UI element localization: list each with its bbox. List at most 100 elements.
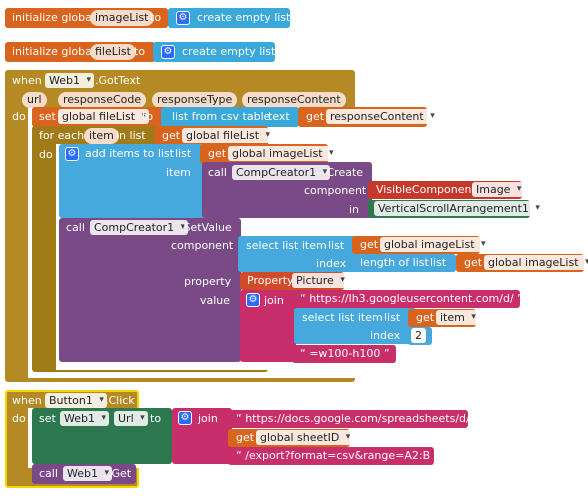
compcreator-dropdown[interactable]: CompCreator1 bbox=[232, 165, 331, 180]
list-label: list bbox=[384, 311, 401, 324]
get-label: get bbox=[208, 147, 227, 160]
web-dropdown[interactable]: Web1 bbox=[63, 466, 112, 481]
do-label: do bbox=[12, 412, 26, 425]
string-export: “ /export?format=csv&range=A2:B ” bbox=[236, 449, 440, 462]
gear-icon[interactable]: ⚙ bbox=[176, 11, 190, 25]
get-label: get bbox=[464, 256, 483, 269]
value-label: value bbox=[200, 294, 231, 307]
select-list-item-label: select list item bbox=[302, 311, 383, 324]
join-label: join bbox=[264, 294, 284, 307]
set-label: set bbox=[39, 110, 56, 123]
string-url2: “ =w100-h100 ” bbox=[300, 347, 390, 360]
string-docs: “ https://docs.google.com/spreadsheets/d… bbox=[236, 412, 479, 425]
component-dropdown[interactable]: Web1 bbox=[45, 73, 94, 88]
web-dropdown[interactable]: Web1 bbox=[60, 411, 109, 426]
to-label: to bbox=[150, 11, 162, 24]
item-var[interactable]: item bbox=[84, 128, 119, 144]
get-method: .Get bbox=[108, 467, 132, 480]
create-empty-list-label: create empty list bbox=[197, 11, 291, 24]
string-docs-block[interactable] bbox=[228, 410, 468, 428]
select-list-item-label: select list item bbox=[246, 239, 327, 252]
item-dropdown[interactable]: item bbox=[436, 310, 479, 325]
when-label: when bbox=[12, 394, 42, 407]
create-empty-list-block[interactable] bbox=[168, 8, 290, 28]
setvalue-call-block[interactable] bbox=[59, 218, 241, 362]
vsa-dropdown[interactable]: VerticalScrollArrangement1 bbox=[374, 201, 543, 216]
csv-label: list from csv table bbox=[172, 110, 271, 123]
component-dropdown[interactable]: Button1 bbox=[45, 393, 107, 408]
length-of-list-block[interactable] bbox=[352, 254, 456, 272]
gear-icon[interactable]: ⚙ bbox=[246, 293, 260, 307]
string-url1: “ https://lh3.googleusercontent.com/d/ ” bbox=[300, 292, 523, 305]
create-empty-list-block[interactable] bbox=[153, 42, 275, 62]
imageList-dropdown[interactable]: global imageList bbox=[228, 146, 337, 161]
string-url2-block[interactable] bbox=[292, 345, 396, 363]
imageList-dropdown[interactable]: global imageList bbox=[380, 237, 489, 252]
create-method: .Create bbox=[323, 166, 364, 179]
init-label: initialize global bbox=[12, 11, 95, 24]
gear-icon[interactable]: ⚙ bbox=[161, 45, 175, 59]
set-label: set bbox=[39, 412, 56, 425]
compcreator-dropdown[interactable]: CompCreator1 bbox=[90, 220, 189, 235]
csv-table-block[interactable] bbox=[161, 107, 299, 127]
sheet-dropdown[interactable]: global sheetID bbox=[256, 430, 354, 445]
get-label: get bbox=[306, 110, 325, 123]
string-docs-text: https://docs.google.com/spreadsheets/d/ bbox=[245, 412, 470, 425]
string-export-block[interactable] bbox=[228, 447, 434, 465]
list-label: list bbox=[328, 239, 345, 252]
do-label: do bbox=[39, 148, 53, 161]
list-label: list bbox=[175, 147, 192, 160]
picture-dropdown[interactable]: Picture bbox=[292, 273, 348, 288]
foreach-label: for each bbox=[39, 129, 85, 142]
to-label: to bbox=[142, 110, 154, 123]
get-label: get bbox=[416, 311, 435, 324]
string-url1-block[interactable] bbox=[292, 290, 520, 308]
param-responseContent[interactable]: responseContent bbox=[242, 92, 346, 108]
param-url[interactable]: url bbox=[22, 92, 47, 108]
imageList-dropdown[interactable]: global imageList bbox=[484, 255, 588, 270]
visible-component-label: VisibleComponent bbox=[376, 183, 476, 196]
property-block-label: Property bbox=[247, 274, 294, 287]
in-label: in bbox=[349, 203, 360, 216]
to-label: to bbox=[134, 45, 146, 58]
gear-icon[interactable]: ⚙ bbox=[178, 411, 192, 425]
fileList-dropdown[interactable]: global fileList bbox=[182, 128, 274, 143]
list-label: list bbox=[430, 256, 447, 269]
dot-separator: . bbox=[106, 412, 110, 425]
var-dropdown[interactable]: global fileList bbox=[58, 109, 150, 124]
var-name-field[interactable]: fileList bbox=[90, 44, 136, 60]
url-dropdown[interactable]: Url bbox=[114, 411, 148, 426]
call-label: call bbox=[66, 221, 85, 234]
to-label: to bbox=[150, 412, 162, 425]
component-label: component bbox=[171, 239, 234, 252]
select-list-item-block[interactable] bbox=[294, 308, 416, 344]
select-list-item-block[interactable] bbox=[238, 236, 356, 272]
text-label: text bbox=[268, 110, 290, 123]
length-label: length of list bbox=[360, 256, 429, 269]
get-label: get bbox=[162, 129, 181, 142]
string-export-text: /export?format=csv&range=A2:B bbox=[245, 449, 431, 462]
create-empty-list-label: create empty list bbox=[182, 45, 276, 58]
string-url2-text: =w100-h100 bbox=[309, 347, 381, 360]
call-label: call bbox=[208, 166, 227, 179]
var-name-field[interactable]: imageList bbox=[90, 10, 154, 26]
do-label: do bbox=[12, 110, 26, 123]
param-responseType[interactable]: responseType bbox=[152, 92, 238, 108]
string-url1-text: https://lh3.googleusercontent.com/d/ bbox=[309, 292, 514, 305]
inlist-label: in list bbox=[116, 129, 146, 142]
image-dropdown[interactable]: Image bbox=[472, 182, 525, 197]
param-responseCode[interactable]: responseCode bbox=[58, 92, 147, 108]
event-name: .Click bbox=[105, 394, 135, 407]
get-label: get bbox=[360, 238, 379, 251]
response-dropdown[interactable]: responseContent bbox=[326, 109, 438, 124]
join-label: join bbox=[198, 412, 218, 425]
index-label: index bbox=[370, 329, 401, 342]
index-number[interactable]: 2 bbox=[411, 328, 426, 343]
init-label: initialize global bbox=[12, 45, 95, 58]
gear-icon[interactable]: ⚙ bbox=[65, 147, 79, 161]
component-label: component bbox=[304, 184, 367, 197]
add-items-block[interactable] bbox=[59, 144, 206, 218]
item-label: item bbox=[166, 166, 191, 179]
index-label: index bbox=[316, 257, 347, 270]
event-name: .GotText bbox=[95, 74, 141, 87]
